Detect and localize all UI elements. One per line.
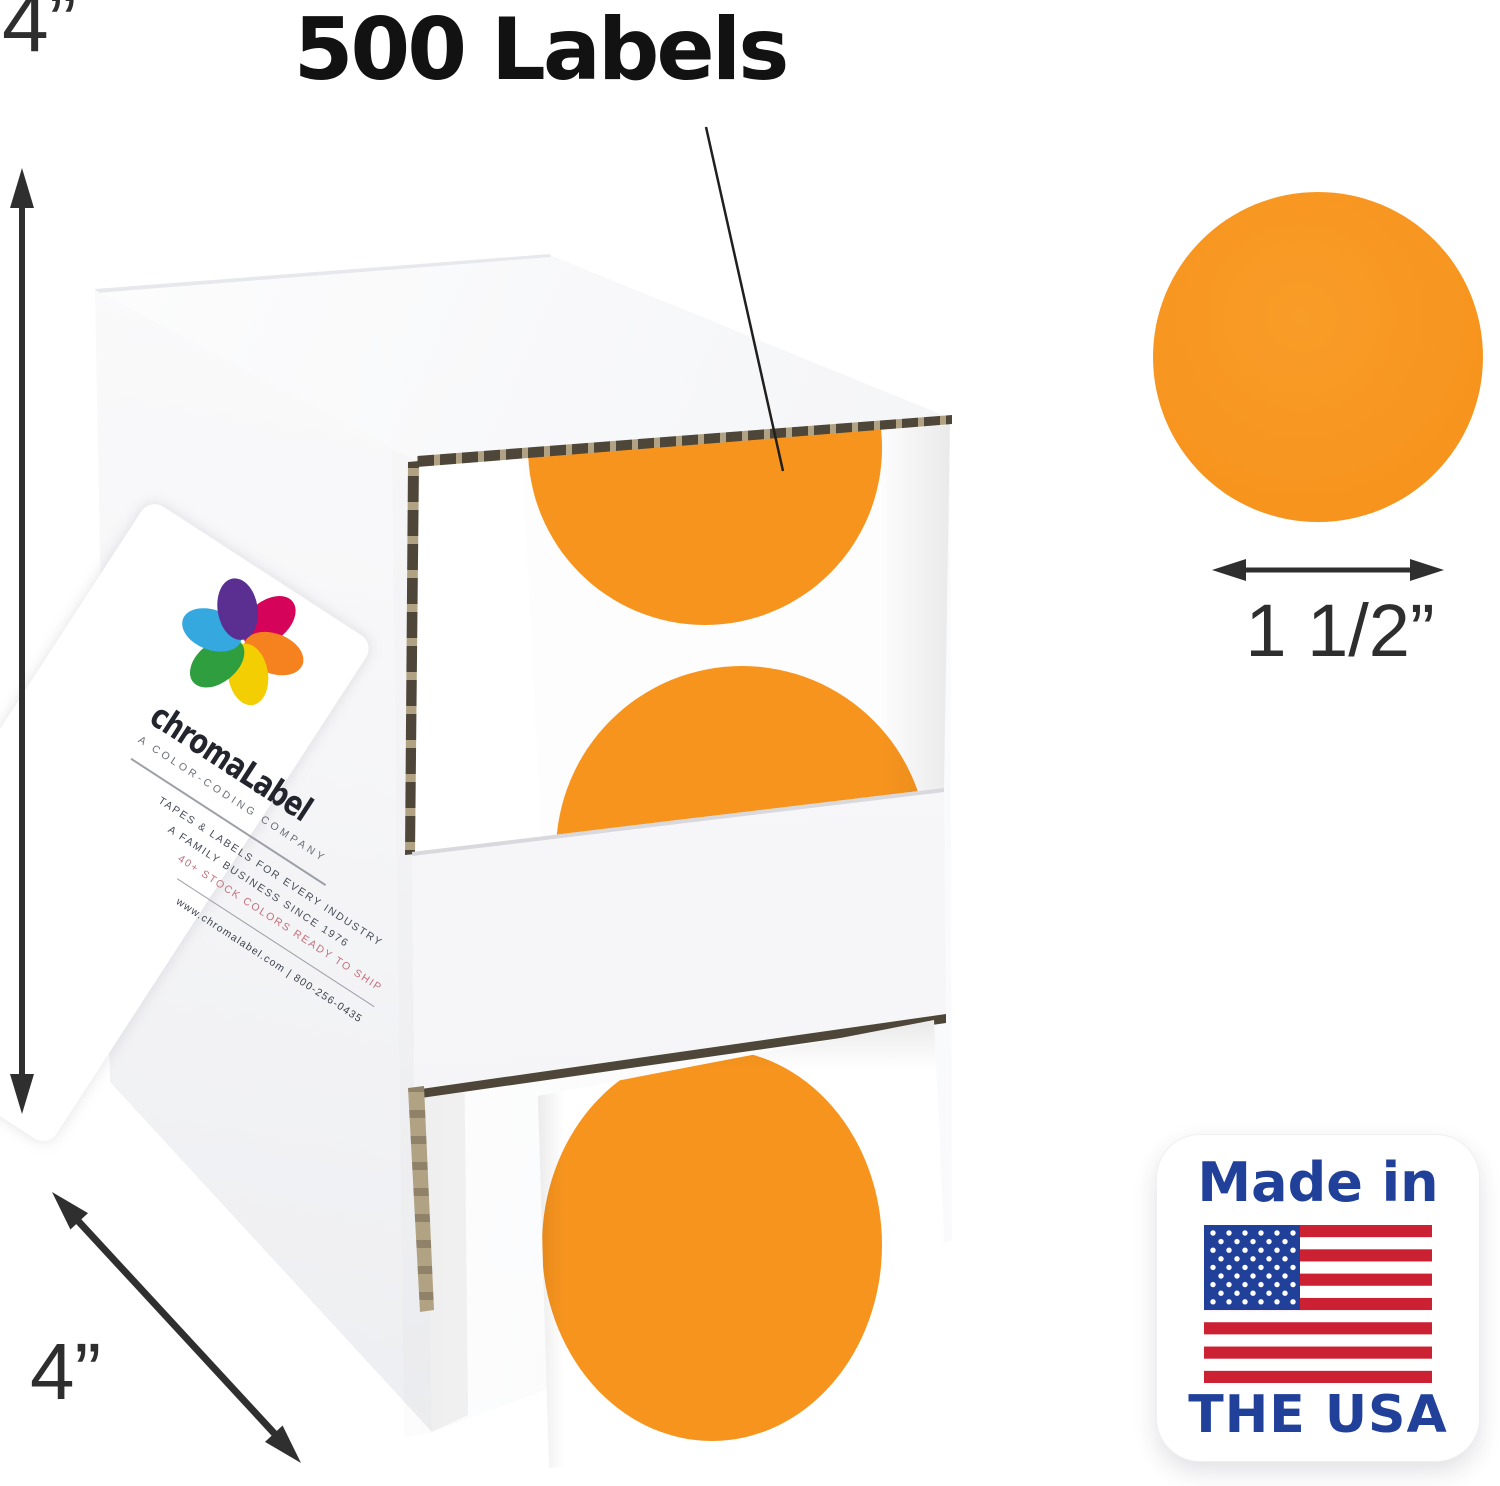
orange-label-swatch	[1153, 192, 1483, 522]
opening-right-shadow	[880, 420, 950, 800]
orange-label-on-strip	[542, 1049, 882, 1441]
badge-text-top: Made in	[1197, 1151, 1439, 1214]
badge-text-bottom: THE USA	[1188, 1385, 1448, 1445]
made-in-usa-badge: Made in THE USA	[1156, 1134, 1480, 1462]
height-measurement: 4”	[2, 0, 77, 69]
brand-sticker-content: chromaLabel A COLOR-CODING COMPANY TAPES…	[38, 545, 752, 1166]
chromalabel-pinwheel-logo-icon	[182, 578, 304, 706]
callout-label-count: 500 Labels	[293, 0, 790, 100]
depth-measurement: 4”	[30, 1327, 102, 1416]
usa-flag-icon	[1204, 1225, 1432, 1383]
diameter-measurement: 1 1/2”	[1245, 589, 1435, 672]
diameter-arrow	[1212, 559, 1444, 581]
